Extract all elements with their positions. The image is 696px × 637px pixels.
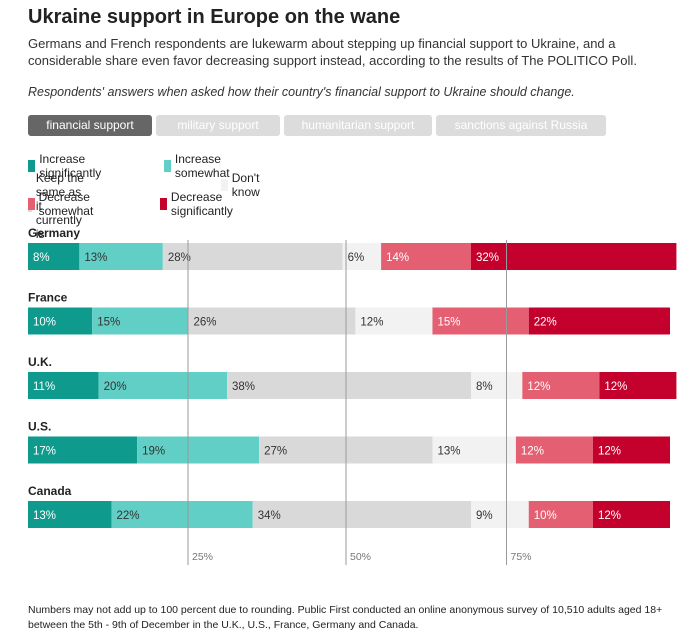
bar-segment <box>470 501 529 528</box>
bar-segment <box>79 243 163 270</box>
legend-label: Keep the same as it currently is <box>35 171 84 241</box>
data-label: 17% <box>33 446 56 458</box>
data-label: 10% <box>534 510 557 522</box>
data-label: 12% <box>360 317 383 329</box>
bar-segment <box>342 243 382 270</box>
bar-segment <box>381 243 471 270</box>
bar-segment <box>599 372 677 399</box>
survey-question: Respondents' answers when asked how thei… <box>28 85 575 99</box>
footnote: Numbers may not add up to 100 percent du… <box>28 604 663 631</box>
legend-swatch <box>164 160 171 172</box>
bar-segment <box>137 436 260 464</box>
category-label: U.S. <box>28 420 51 434</box>
legend-label: Increase significantly <box>39 152 102 180</box>
legend-swatch <box>160 198 167 210</box>
category-label: Germany <box>28 226 80 240</box>
bar-segment <box>522 372 600 399</box>
bar-segment <box>162 243 343 270</box>
legend-swatch <box>28 198 35 210</box>
bar-segment <box>28 501 112 528</box>
legend-label: Decrease somewhat <box>38 190 94 218</box>
x-tick-label: 25% <box>192 551 213 563</box>
bar-segment <box>470 243 677 270</box>
bar-segment <box>92 307 189 335</box>
data-label: 8% <box>33 252 50 264</box>
data-label: 12% <box>527 381 550 393</box>
data-label: 15% <box>437 317 460 329</box>
legend-item: Decrease significantly <box>160 190 238 218</box>
bar-segment <box>592 501 670 528</box>
category-label: Canada <box>28 484 72 498</box>
tab-humanitarian-support[interactable]: humanitarian support <box>284 115 432 136</box>
category-label: U.K. <box>28 355 52 369</box>
chart-subtitle: Germans and French respondents are lukew… <box>28 36 637 68</box>
bar-segment <box>432 436 516 464</box>
data-label: 26% <box>194 317 217 329</box>
data-label: 10% <box>33 317 56 329</box>
bar-segment <box>98 372 228 399</box>
legend-swatch <box>221 179 228 191</box>
legend-item: Increase significantly <box>28 152 106 180</box>
legend-swatch <box>28 160 36 172</box>
bar-segment <box>515 436 593 464</box>
bar-segment <box>28 307 93 335</box>
bar-segment <box>252 501 471 528</box>
bar-segment <box>227 372 471 399</box>
data-label: 27% <box>264 446 287 458</box>
data-label: 22% <box>116 510 139 522</box>
data-label: 28% <box>168 252 191 264</box>
legend-label: Decrease significantly <box>170 190 233 218</box>
data-label: 19% <box>142 446 165 458</box>
data-label: 20% <box>104 381 127 393</box>
bar-segment <box>28 436 138 464</box>
bar-segment <box>592 436 670 464</box>
chart-title: Ukraine support in Europe on the wane <box>28 6 401 28</box>
legend-item: Don't know <box>221 171 265 199</box>
legend-item: Decrease somewhat <box>28 190 99 218</box>
bar-segment <box>188 307 356 335</box>
tab-financial-support[interactable]: financial support <box>28 115 152 136</box>
data-label: 13% <box>84 252 107 264</box>
bar-segment <box>111 501 253 528</box>
data-label: 8% <box>476 381 493 393</box>
legend-label: Increase somewhat <box>174 152 230 180</box>
bar-segment <box>28 243 80 270</box>
data-label: 9% <box>476 510 493 522</box>
x-tick-label: 50% <box>350 551 371 563</box>
data-label: 12% <box>604 381 627 393</box>
data-label: 15% <box>97 317 120 329</box>
data-label: 11% <box>33 381 55 393</box>
category-label: France <box>28 291 68 305</box>
data-label: 34% <box>258 510 281 522</box>
data-label: 6% <box>348 252 365 264</box>
bar-segment <box>528 307 670 335</box>
tab-bar: financial support military support human… <box>28 115 606 136</box>
tab-military-support[interactable]: military support <box>156 115 280 136</box>
bar-segment <box>355 307 433 335</box>
legend-item: Keep the same as it currently is <box>28 171 90 241</box>
tab-sanctions-against-russia[interactable]: sanctions against Russia <box>436 115 606 136</box>
data-label: 13% <box>437 446 460 458</box>
bar-segment <box>28 372 99 399</box>
legend-item: Increase somewhat <box>164 152 235 180</box>
data-label: 14% <box>386 252 409 264</box>
bar-segment <box>432 307 529 335</box>
bar-segment <box>528 501 593 528</box>
data-label: 12% <box>598 510 621 522</box>
data-label: 38% <box>232 381 255 393</box>
x-tick-label: 75% <box>511 551 532 563</box>
data-label: 13% <box>33 510 56 522</box>
data-label: 12% <box>521 446 544 458</box>
data-label: 12% <box>598 446 621 458</box>
stacked-bar-chart: Germany 8% 13% 28% 6% 14% 32% France 10% 15% 26% 12… <box>28 226 677 565</box>
data-label: 32% <box>476 252 499 264</box>
data-label: 22% <box>534 317 557 329</box>
legend-label: Don't know <box>231 171 260 199</box>
bar-segment <box>470 372 523 399</box>
